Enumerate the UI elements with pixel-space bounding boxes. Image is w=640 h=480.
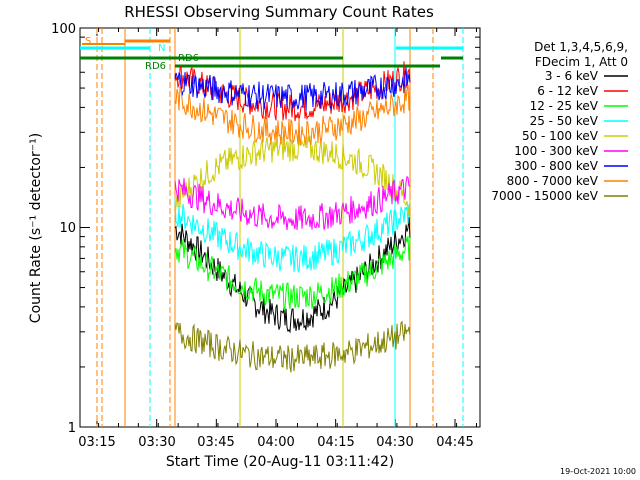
x-tick-label: 04:15 xyxy=(317,435,354,450)
legend-label: 800 - 7000 keV xyxy=(507,174,599,188)
x-axis-label: Start Time (20-Aug-11 03:11:42) xyxy=(166,454,394,470)
legend-label: 6 - 12 keV xyxy=(537,84,599,98)
flag-label: RD6 xyxy=(178,53,199,64)
series-line xyxy=(174,198,411,274)
legend-label: 300 - 800 keV xyxy=(514,159,598,173)
x-tick-label: 03:30 xyxy=(138,435,175,450)
flag-label: RD6 xyxy=(145,61,166,72)
legend-label: 3 - 6 keV xyxy=(545,69,599,83)
series-line xyxy=(174,236,411,311)
legend-label: 12 - 25 keV xyxy=(530,99,599,113)
y-tick-label: 100 xyxy=(51,22,76,37)
legend-label: 25 - 50 keV xyxy=(530,114,599,128)
flag-label: S xyxy=(85,36,91,47)
series-line xyxy=(174,84,411,146)
legend-header-line-2: FDecim 1, Att 0 xyxy=(535,55,628,69)
series-line xyxy=(174,217,411,334)
footer-timestamp: 19-Oct-2021 10:00 xyxy=(560,467,636,476)
x-tick-label: 04:30 xyxy=(376,435,413,450)
x-tick-label: 03:15 xyxy=(78,435,115,450)
x-tick-label: 03:45 xyxy=(197,435,234,450)
plot-frame xyxy=(79,27,481,428)
chart-title: RHESSI Observing Summary Count Rates xyxy=(124,3,434,21)
legend-label: 50 - 100 keV xyxy=(522,129,599,143)
flag-label: N xyxy=(158,43,165,54)
plot-layer: S N RD6 RD6 xyxy=(80,27,480,428)
legend-label: 100 - 300 keV xyxy=(514,144,598,158)
legend-header-line-1: Det 1,3,4,5,6,9, xyxy=(534,40,628,54)
y-axis-label: Count Rate (s⁻¹ detector⁻¹) xyxy=(28,133,44,323)
x-tick-label: 04:00 xyxy=(257,435,294,450)
y-tick-label: 1 xyxy=(68,421,76,436)
series-line xyxy=(174,320,411,373)
series-line xyxy=(174,134,411,216)
legend-label: 7000 - 15000 keV xyxy=(491,189,598,203)
series-line xyxy=(174,67,411,111)
series-line xyxy=(174,175,411,230)
x-tick-label: 04:45 xyxy=(436,435,473,450)
y-tick-label: 10 xyxy=(59,221,76,236)
